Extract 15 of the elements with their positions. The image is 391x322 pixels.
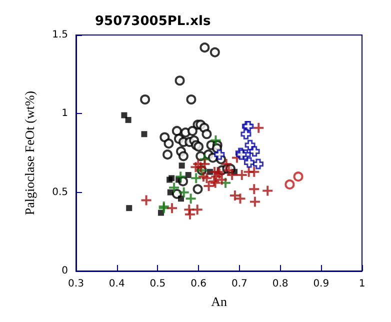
x-tick-label: 0.5: [150, 278, 166, 290]
y-tick-label: 1.5: [52, 30, 68, 40]
chart-title: 95073005PL.xls: [95, 14, 211, 29]
x-tick-label: 0.6: [190, 278, 207, 290]
y-tick-label: 0: [62, 266, 68, 276]
y-tick-label: 0.5: [52, 186, 68, 198]
y-axis-title: Palgioclase FeOt (wt%): [22, 90, 37, 216]
y-tick-label: 1: [62, 108, 68, 120]
x-tick-label: 0.7: [231, 278, 248, 290]
x-tick-label: 0.8: [272, 278, 288, 290]
x-tick-label: 0.3: [68, 278, 84, 290]
x-tick-label: 0.9: [313, 278, 330, 290]
x-axis-title: An: [211, 294, 228, 309]
x-tick-label: 1: [358, 278, 366, 290]
x-tick-label: 0.4: [108, 278, 125, 290]
